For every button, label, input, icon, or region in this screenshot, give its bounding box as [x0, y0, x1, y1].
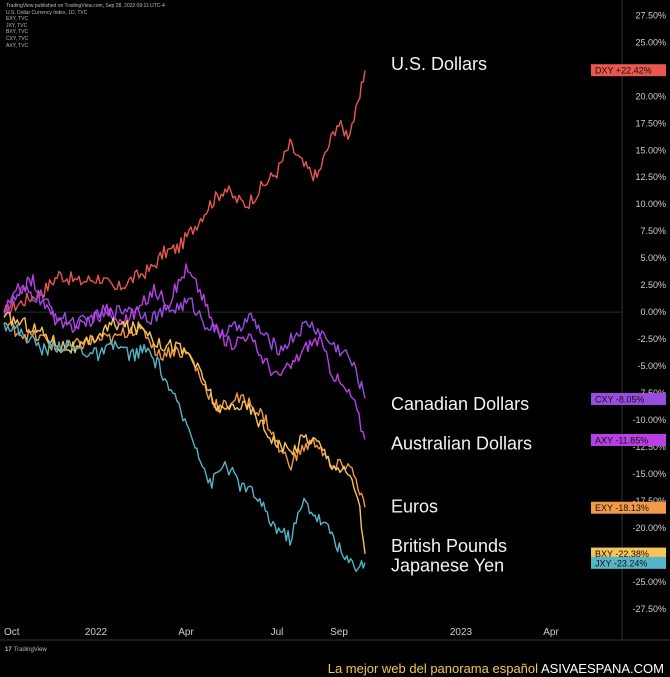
series-name-label: British Pounds — [391, 536, 507, 556]
y-tick-label: -27.50% — [632, 604, 666, 614]
y-tick-label: 12.50% — [635, 172, 666, 182]
y-tick-label: 5.00% — [640, 253, 666, 263]
series-name-label: Canadian Dollars — [391, 394, 529, 414]
watermark-text[interactable]: La mejor web del panorama español ASIVAE… — [328, 661, 664, 676]
y-tick-label: 27.50% — [635, 10, 666, 20]
x-tick-label: Apr — [178, 627, 194, 638]
value-badge-axy: AXY -11.85% — [591, 433, 666, 446]
watermark-bar: La mejor web del panorama español ASIVAE… — [0, 660, 670, 677]
y-tick-label: 7.50% — [640, 226, 666, 236]
y-tick-label: -5.00% — [637, 361, 666, 371]
value-badge-bg — [591, 64, 666, 77]
symbol-line: AXY, TVC — [6, 42, 29, 49]
series-line-cxy — [3, 284, 366, 399]
symbol-line: BXY, TVC — [6, 29, 29, 36]
series-line-jxy — [3, 322, 366, 573]
x-tick-label: Oct — [4, 627, 20, 638]
x-tick-label: 2022 — [85, 627, 108, 638]
tradingview-icon: 17 — [5, 647, 12, 653]
tradingview-logo-text: TradingView — [13, 647, 47, 653]
value-badge-jxy: JXY -23.24% — [591, 556, 666, 569]
value-badge-text: EXY -18.13% — [595, 503, 649, 513]
x-tick-label: Jul — [271, 627, 284, 638]
x-tick-label: Sep — [330, 627, 348, 638]
symbol-line: JXY, TVC — [6, 22, 28, 29]
chart-header: TradingView published on TradingView.com… — [6, 3, 165, 49]
value-badge-bg — [591, 501, 666, 514]
symbol-line: U.S. Dollar Currency Index, 1D, TVC — [6, 9, 88, 16]
value-badge-text: CXY -8.05% — [595, 394, 644, 404]
value-badge-text: BXY -22.38% — [595, 549, 649, 559]
value-badge-text: DXY +22.42% — [595, 66, 652, 76]
y-tick-label: 15.00% — [635, 145, 666, 155]
watermark-site: ASIVAESPANA.COM — [540, 661, 664, 676]
y-tick-label: -2.50% — [637, 334, 666, 344]
x-tick-label: 2023 — [450, 627, 473, 638]
y-tick-label: -10.00% — [632, 415, 666, 425]
y-tick-label: 2.50% — [640, 280, 666, 290]
x-tick-label: Apr — [543, 627, 559, 638]
value-badge-bxy: BXY -22.38% — [591, 547, 666, 560]
series-name-label: Australian Dollars — [391, 434, 532, 454]
series-line-dxy — [3, 70, 366, 316]
value-badge-bg — [591, 547, 666, 560]
y-tick-label: -20.00% — [632, 523, 666, 533]
y-tick-label: 20.00% — [635, 91, 666, 101]
chart-svg: 27.50%25.00%22.50%20.00%17.50%15.00%12.5… — [0, 0, 670, 641]
publish-info: TradingView published on TradingView.com… — [6, 3, 165, 9]
watermark-tagline: La mejor web del panorama español — [327, 661, 539, 676]
y-tick-label: 17.50% — [635, 118, 666, 128]
series-name-label: Euros — [391, 496, 438, 516]
value-badge-dxy: DXY +22.42% — [591, 64, 666, 77]
y-tick-label: 0.00% — [640, 307, 666, 317]
y-tick-label: -15.00% — [632, 469, 666, 479]
y-tick-label: 25.00% — [635, 37, 666, 47]
value-badge-bg — [591, 433, 666, 446]
series-name-label: Japanese Yen — [391, 556, 504, 576]
series-line-axy — [3, 263, 366, 440]
symbol-line: EXY, TVC — [6, 16, 29, 23]
value-badge-cxy: CXY -8.05% — [591, 392, 666, 405]
value-badge-exy: EXY -18.13% — [591, 501, 666, 514]
symbol-line: CXY, TVC — [6, 35, 29, 42]
series-name-label: U.S. Dollars — [391, 54, 487, 74]
value-badge-bg — [591, 392, 666, 405]
y-tick-label: -25.00% — [632, 577, 666, 587]
y-tick-label: 10.00% — [635, 199, 666, 209]
value-badge-text: AXY -11.85% — [595, 435, 648, 445]
value-badge-text: JXY -23.24% — [595, 558, 647, 568]
value-badge-bg — [591, 556, 666, 569]
series-line-bxy — [3, 311, 366, 554]
y-tick-label: -12.50% — [632, 442, 666, 452]
tradingview-logo: 17 TradingView — [5, 647, 47, 653]
chart-area: TradingView published on TradingView.com… — [0, 0, 670, 653]
y-tick-label: -17.50% — [632, 496, 666, 506]
